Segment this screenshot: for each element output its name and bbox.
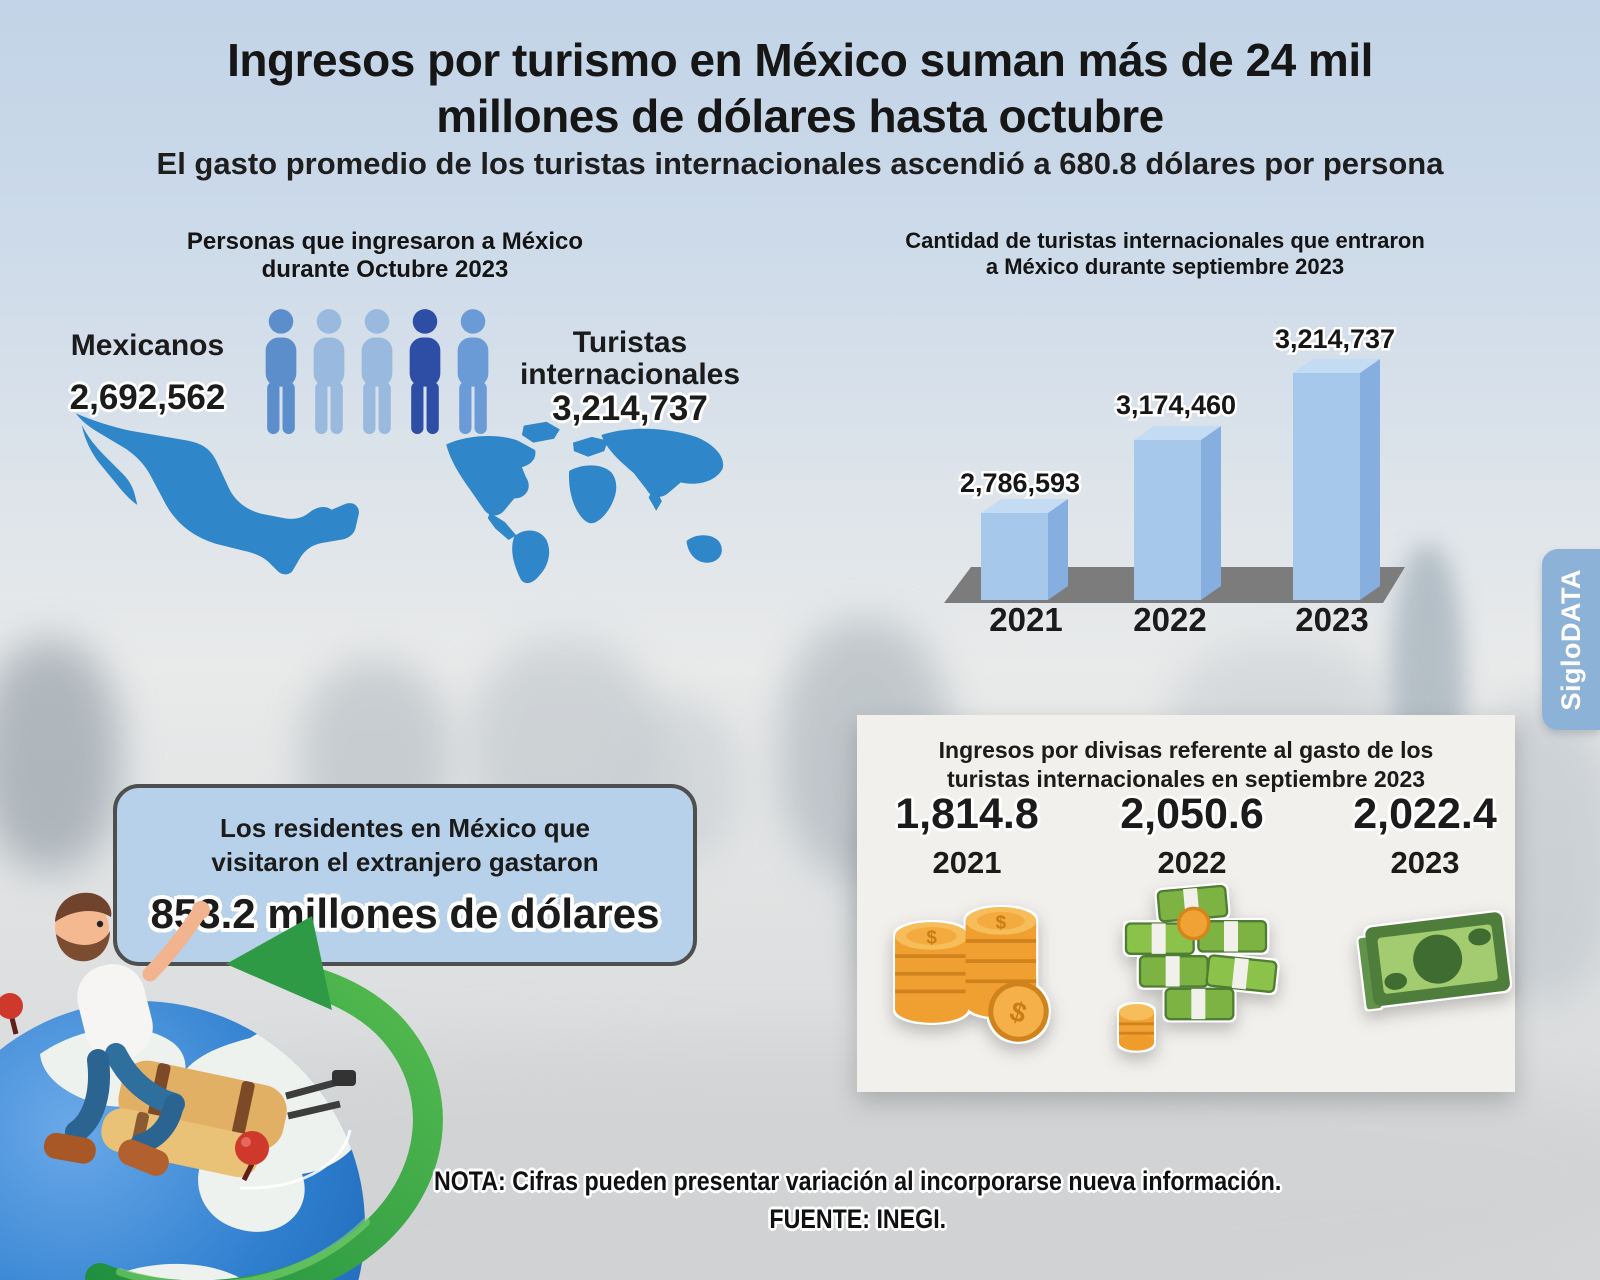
income-card-title-line1: Ingresos por divisas referente al gasto … (938, 737, 1434, 763)
world-map (446, 421, 724, 584)
footer-note: NOTA: Cifras pueden presentar variación … (116, 1166, 1600, 1197)
page-subtitle: El gasto promedio de los turistas intern… (156, 146, 1444, 181)
bar-chart: 2,786,593 3,174,460 3,214,737 2021 2022 … (944, 322, 1405, 638)
siglodata-badge: SigloDATA (1542, 549, 1600, 730)
income-year: 2021 (932, 845, 1002, 880)
motion-line (239, 1129, 352, 1190)
background-blur-blob (0, 640, 120, 870)
entries-title-line2: durante Octubre 2023 (261, 256, 509, 284)
turistas-label-line1: Turistas (572, 326, 688, 359)
mexicanos-value: 2,692,562 (69, 378, 226, 417)
bar-year-2021: 2021 (989, 601, 1062, 638)
traveler-character (43, 892, 210, 1176)
location-pin-icon (235, 1131, 269, 1182)
income-card-title: Ingresos por divisas referente al gasto … (857, 736, 1515, 794)
bar-chart-title-line1: Cantidad de turistas internacionales que… (905, 228, 1425, 253)
svg-text:$: $ (996, 912, 1007, 933)
income-value: 2,050.6 (1120, 790, 1264, 838)
mexicanos-label: Mexicanos (70, 329, 225, 362)
bar-chart-title-line2: a México durante septiembre 2023 (985, 253, 1345, 279)
income-item-2023: 2,022.4 2023 (1325, 790, 1525, 881)
svg-text:$: $ (926, 928, 937, 949)
turistas-value: 3,214,737 (552, 389, 708, 428)
siglodata-label: SigloDATA (1555, 568, 1586, 711)
bar-value-2022: 3,174,460 (1116, 390, 1236, 420)
location-pin-icon (0, 993, 23, 1035)
page-title: Ingresos por turismo en México suman más… (0, 32, 1600, 144)
turistas-label: Turistas internacionales (505, 327, 755, 390)
bar-year-2023: 2023 (1295, 601, 1368, 638)
person-icon (409, 309, 441, 435)
mexico-map (75, 413, 359, 575)
footer-source: FUENTE: INEGI. (116, 1204, 1600, 1235)
spending-line1: Los residentes en México que (220, 813, 590, 843)
bar-2023 (1293, 359, 1380, 600)
entries-title-line1: Personas que ingresaron a México (186, 228, 584, 255)
spending-box: Los residentes en México que visitaron e… (113, 784, 697, 966)
banknote-icon (1358, 912, 1510, 1010)
income-value: 2,022.4 (1353, 790, 1497, 838)
spending-line2: visitaron el extranjero gastaron (211, 846, 599, 877)
trolley-handle (285, 1070, 356, 1120)
income-item-2021: 1,814.8 2021 (867, 790, 1067, 881)
bar-2021 (981, 499, 1068, 600)
bar-year-2022: 2022 (1133, 601, 1206, 638)
income-card-title-line2: turistas internacionales en septiembre 2… (946, 765, 1426, 792)
green-arrow-highlight (116, 1218, 370, 1280)
bar-chart-title: Cantidad de turistas internacionales que… (880, 228, 1450, 280)
money-bundles-icon (1119, 884, 1278, 1051)
footer-note-text: NOTA: Cifras pueden presentar variación … (434, 1166, 1282, 1196)
bar-value-2021: 2,786,593 (960, 468, 1080, 498)
traveler-globe-illustration (0, 892, 443, 1280)
person-icon (457, 309, 489, 435)
entries-section-title: Personas que ingresaron a México durante… (120, 228, 650, 285)
coins-stack-icon: $ $ $ (895, 906, 1049, 1042)
arrow-head (226, 916, 332, 1010)
turistas-label-line2: internacionales (519, 357, 741, 391)
spending-amount: 853.2 millones de dólares (150, 889, 660, 937)
income-year: 2023 (1390, 845, 1460, 880)
income-item-2022: 2,050.6 2022 (1092, 790, 1292, 881)
page-title-line2: millones de dólares hasta octubre (436, 90, 1164, 143)
bar-value-2023: 3,214,737 (1275, 324, 1395, 354)
green-arrow (85, 965, 443, 1280)
page-title-line1: Ingresos por turismo en México suman más… (227, 34, 1373, 86)
income-value: 1,814.8 (895, 790, 1039, 838)
bar-2022 (1134, 426, 1221, 600)
income-year: 2022 (1157, 845, 1227, 880)
footer-source-text: FUENTE: INEGI. (769, 1204, 947, 1234)
